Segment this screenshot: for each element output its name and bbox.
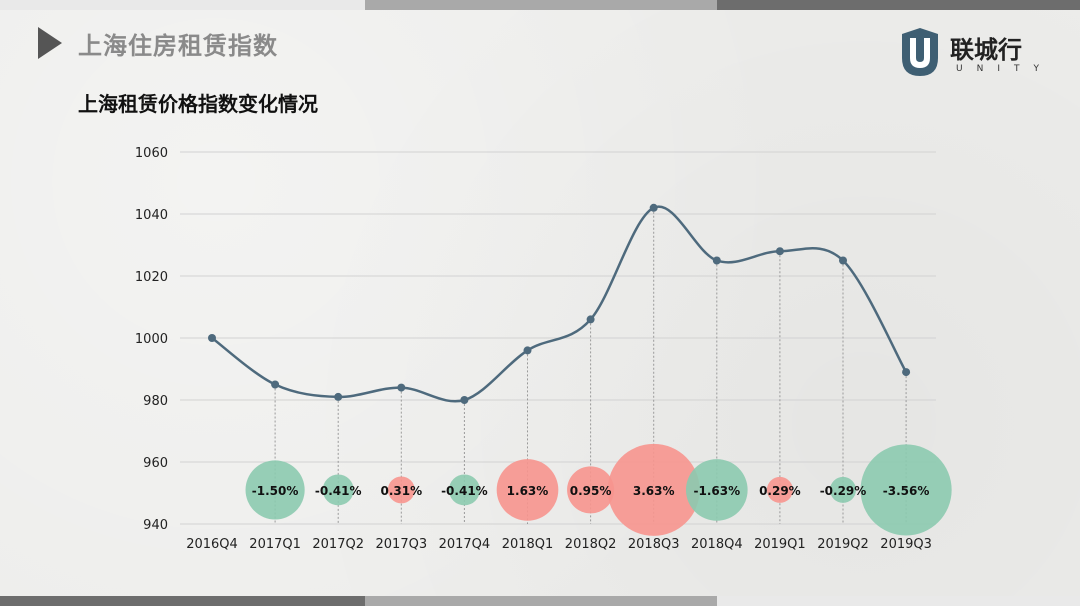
logo-text: 联城行 [950, 36, 1022, 64]
data-point [208, 334, 216, 342]
x-tick-label: 2018Q1 [502, 537, 554, 552]
change-bubble [685, 459, 748, 521]
data-point [649, 203, 658, 212]
logo-subtext: UNITY [956, 64, 1053, 74]
change-bubble [245, 460, 305, 520]
bubble-label: 0.31% [380, 484, 422, 498]
data-point [271, 380, 280, 389]
bubble-label: -1.63% [693, 484, 740, 498]
data-point [775, 247, 784, 256]
y-tick-label: 940 [143, 518, 168, 533]
change-bubble [322, 474, 354, 506]
x-tick-label: 2018Q3 [628, 537, 680, 552]
logo: 联城行 UNITY [898, 28, 1058, 80]
bubble-label: -0.29% [820, 484, 867, 498]
change-bubble [766, 476, 793, 503]
data-point [397, 383, 406, 392]
change-bubble [829, 476, 857, 503]
change-bubble [860, 444, 952, 536]
bubble-label: 0.29% [759, 484, 801, 498]
y-tick-label: 1040 [135, 208, 168, 223]
x-tick-label: 2017Q3 [376, 537, 428, 552]
bubble-label: 1.63% [507, 484, 549, 498]
change-bubble [387, 476, 415, 504]
change-bubble [496, 459, 559, 521]
top-color-bar [0, 0, 1080, 10]
y-tick-label: 980 [143, 394, 168, 409]
y-tick-label: 960 [143, 456, 168, 471]
x-tick-label: 2017Q2 [312, 537, 364, 552]
x-tick-label: 2016Q4 [186, 537, 238, 552]
y-tick-label: 1000 [135, 332, 168, 347]
bottom-color-bar [0, 596, 1080, 606]
data-point [523, 346, 532, 355]
bubble-label: 0.95% [570, 484, 612, 498]
change-bubble [607, 443, 700, 536]
x-tick-label: 2019Q3 [880, 537, 932, 552]
bubble-label: 3.63% [633, 484, 675, 498]
play-triangle-icon [38, 27, 62, 59]
x-tick-label: 2018Q2 [565, 537, 617, 552]
change-bubble [448, 474, 480, 506]
bubble-label: -0.41% [315, 484, 362, 498]
bubble-label: -1.50% [252, 484, 299, 498]
data-point [712, 256, 721, 265]
series-line [211, 205, 908, 403]
data-point [460, 396, 469, 404]
change-bubble [567, 466, 615, 514]
x-tick-label: 2017Q1 [249, 537, 301, 552]
y-tick-label: 1020 [135, 270, 168, 285]
x-tick-label: 2019Q2 [817, 537, 869, 552]
unity-logo-icon [902, 28, 938, 76]
x-tick-label: 2019Q1 [754, 537, 806, 552]
chart-title: 上海租赁价格指数变化情况 [78, 92, 318, 116]
data-point [839, 256, 847, 265]
data-point [334, 392, 343, 401]
page-title: 上海住房租赁指数 [78, 32, 278, 60]
x-tick-label: 2018Q4 [691, 537, 743, 552]
data-point [586, 315, 595, 324]
x-tick-label: 2017Q4 [439, 537, 491, 552]
y-tick-label: 1060 [135, 146, 168, 161]
bubble-label: -3.56% [883, 484, 930, 498]
data-point [902, 368, 911, 377]
bubble-label: -0.41% [441, 484, 488, 498]
